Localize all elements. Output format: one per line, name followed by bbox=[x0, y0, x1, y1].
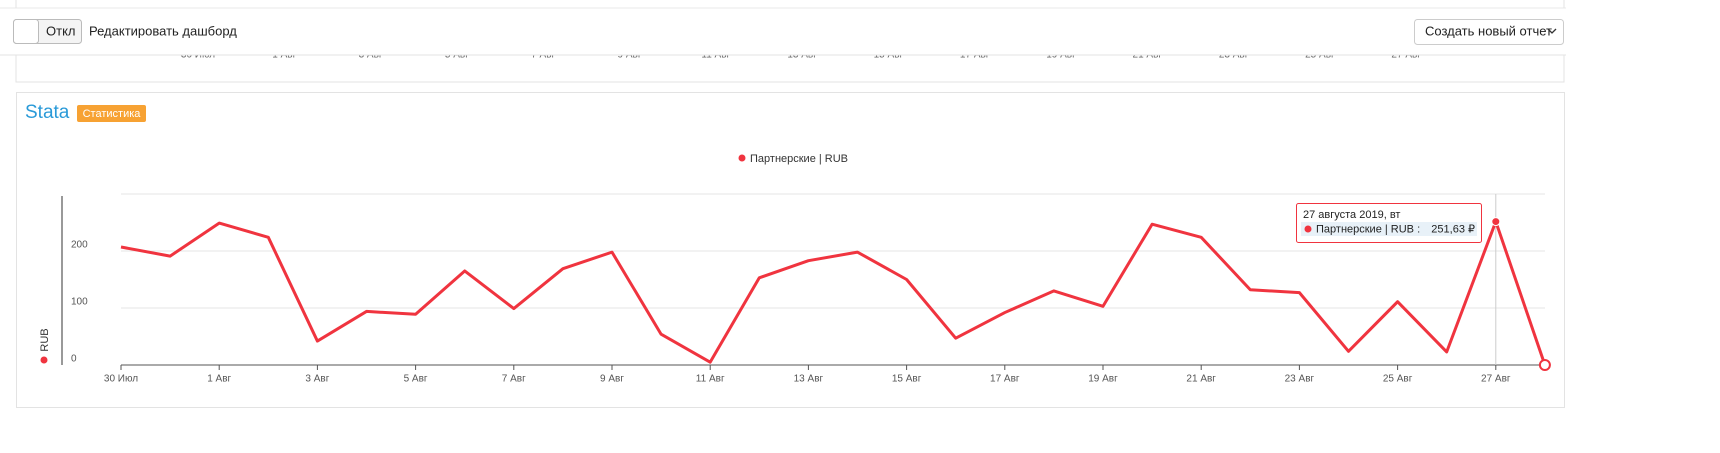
x-tick-label: 25 Авг bbox=[1383, 374, 1413, 385]
badge-bg bbox=[77, 105, 146, 122]
y-axis-title: RUB bbox=[39, 328, 51, 351]
x-tick-label: 27 Авг bbox=[1481, 374, 1511, 385]
toolbar: Откл Редактировать дашборд Создать новый… bbox=[0, 7, 1566, 56]
x-tick-label: 21 Авг bbox=[1186, 374, 1216, 385]
toggle[interactable]: Откл bbox=[13, 19, 82, 44]
tooltip-value: 251,63 ₽ bbox=[1431, 223, 1475, 235]
button-label: Создать новый отчет bbox=[1425, 23, 1552, 38]
x-tick-label: 9 Авг bbox=[600, 374, 624, 385]
create-button[interactable]: Создать новый отчет bbox=[1414, 19, 1564, 45]
panel-frame bbox=[16, 92, 1565, 408]
tooltip-dot bbox=[1304, 225, 1312, 233]
y-tick-label: 0 bbox=[71, 354, 77, 365]
y-tick-label: 100 bbox=[71, 297, 88, 308]
x-tick-label: 7 Авг bbox=[502, 374, 526, 385]
panel: Stata Статистика 0 100 200 RUB 30 Июл 1 Авг 3 … bbox=[16, 92, 1565, 408]
panel-title: Stata bbox=[25, 102, 70, 123]
tooltip-title: 27 августа 2019, вт bbox=[1303, 209, 1400, 221]
x-tick-label: 30 Июл bbox=[104, 374, 138, 385]
x-tick-label: 3 Авг bbox=[305, 374, 329, 385]
chevron bbox=[1547, 28, 1557, 34]
badge: Статистика bbox=[83, 108, 142, 120]
x-tick-label: 13 Авг bbox=[794, 374, 824, 385]
x-tick-label: 19 Авг bbox=[1088, 374, 1118, 385]
series-line bbox=[120, 220, 1547, 366]
y-label-dot bbox=[40, 356, 48, 364]
x-tick-label: 23 Авг bbox=[1285, 374, 1315, 385]
x-tick-label: 15 Авг bbox=[892, 374, 922, 385]
x-tick-label: 1 Авг bbox=[207, 374, 231, 385]
legend-label: Партнерские | RUB bbox=[750, 153, 848, 165]
x-tick-label: 17 Авг bbox=[990, 374, 1020, 385]
tooltip-row-bg bbox=[1301, 222, 1477, 236]
x-tick-label: 11 Авг bbox=[696, 374, 725, 385]
x-tick-label: 5 Авг bbox=[404, 374, 428, 385]
edit-label[interactable]: Редактировать дашборд bbox=[89, 23, 237, 38]
button-frame[interactable] bbox=[1414, 19, 1564, 45]
highlight-point bbox=[1491, 217, 1501, 227]
toolbar-bg bbox=[0, 8, 1566, 55]
toggle-label: Откл bbox=[46, 23, 76, 38]
toggle-knob[interactable] bbox=[13, 19, 39, 44]
tooltip-label: Партнерские | RUB : bbox=[1316, 223, 1420, 235]
legend-marker bbox=[738, 154, 746, 162]
tooltip: 27 августа 2019, вт Партнерские | RUB : 25… bbox=[1296, 203, 1482, 243]
y-tick-label: 200 bbox=[71, 240, 88, 251]
hover-point bbox=[1538, 359, 1551, 371]
